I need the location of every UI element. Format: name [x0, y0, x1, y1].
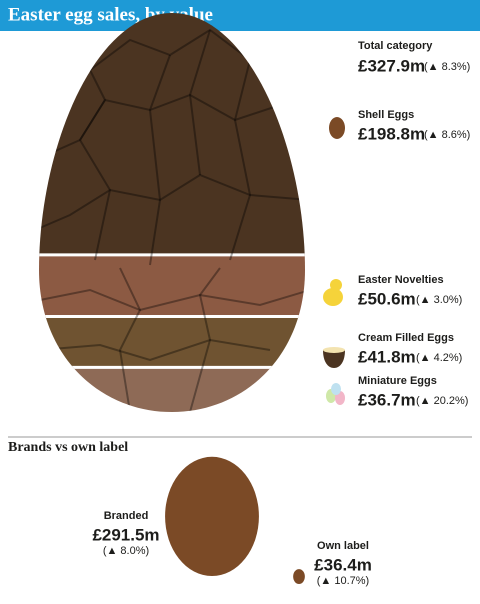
egg: [293, 569, 305, 585]
icon-mini-egg: [331, 383, 341, 395]
item-change: (▲ 20.2%): [416, 395, 468, 407]
item-name: Branded: [104, 510, 149, 522]
header-bar: [0, 0, 480, 31]
section-title: Brands vs own label: [8, 440, 128, 455]
item-change: (▲ 10.7%): [317, 575, 369, 587]
item-name: Cream Filled Eggs: [358, 332, 454, 344]
brands: Branded £291.5m(▲ 8.0%) Own label £36.4m(▲ …: [92, 456, 372, 587]
item-value: £41.8m: [358, 347, 416, 366]
egg: [39, 13, 305, 412]
item-change: (▲ 3.0%): [416, 294, 462, 306]
item-change: (▲ 8.0%): [103, 545, 149, 557]
egg-segment: [39, 13, 305, 255]
egg-segment: [39, 367, 305, 412]
labels: Total category £327.9m(▲ 8.3%) Shell Eggs £…: [323, 40, 470, 409]
item-name: Shell Eggs: [358, 109, 414, 121]
icon-chick: [323, 288, 343, 306]
item-value: £291.5m: [92, 525, 159, 544]
icon-cream-egg: [323, 350, 345, 368]
egg: [165, 456, 259, 576]
item-name: Easter Novelties: [358, 274, 444, 286]
item-name: Miniature Eggs: [358, 375, 437, 387]
egg-cracks: [39, 28, 305, 412]
item-change: (▲ 8.3%): [424, 61, 470, 73]
item-value: £327.9m: [358, 56, 425, 75]
item-value: £198.8m: [358, 124, 425, 143]
item-change: (▲ 8.6%): [424, 129, 470, 141]
item-value: £36.4m: [314, 555, 372, 574]
icon-chick-head: [330, 279, 342, 291]
icon-shell-egg: [329, 117, 345, 139]
icon-cream: [323, 347, 345, 353]
item-name: Own label: [317, 540, 369, 552]
egg-segment: [39, 254, 305, 317]
item-change: (▲ 4.2%): [416, 352, 462, 364]
egg-segment: [39, 316, 305, 368]
item-name: Total category: [358, 40, 433, 52]
item-value: £50.6m: [358, 289, 416, 308]
item-value: £36.7m: [358, 390, 416, 409]
